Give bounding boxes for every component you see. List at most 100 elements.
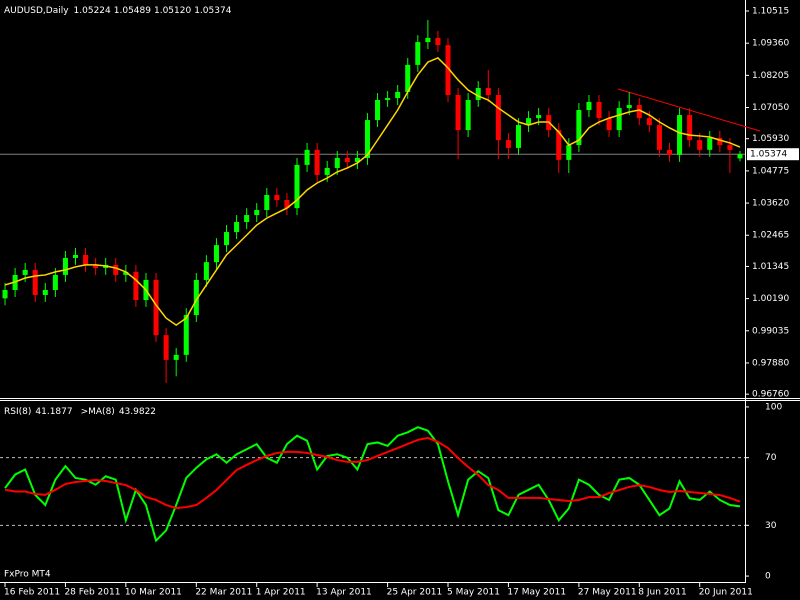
candle-body xyxy=(697,140,703,150)
ohlc-low: 1.05120 xyxy=(154,6,191,16)
candle-body xyxy=(274,194,280,201)
y-tick-label: 1.08205 xyxy=(752,71,789,81)
candle-body xyxy=(183,315,189,355)
y-tick-label: 1.01345 xyxy=(752,262,789,272)
candle-body xyxy=(304,149,310,165)
indicator-line xyxy=(4,426,741,543)
chart-header: AUDUSD,Daily 1.05224 1.05489 1.05120 1.05374 xyxy=(4,6,232,16)
y-tick-label: 1.02465 xyxy=(752,231,789,241)
candle-body xyxy=(556,130,562,160)
moving-average xyxy=(4,57,741,326)
legend-rsi: RSI(8) xyxy=(4,407,31,417)
y-tick-label: 1.09360 xyxy=(752,39,789,49)
ohlc-close: 1.05374 xyxy=(194,6,231,16)
candle-body xyxy=(93,264,99,268)
candle-body xyxy=(234,222,240,233)
candle-body xyxy=(385,98,391,101)
candle-body xyxy=(586,101,592,111)
x-tick-label: 22 Mar 2011 xyxy=(195,588,252,598)
candle-body xyxy=(72,254,79,258)
candle-body xyxy=(354,157,360,163)
candle-body xyxy=(606,118,612,131)
candle-body xyxy=(626,105,632,109)
candle-body xyxy=(344,157,350,163)
x-tick-label: 16 Feb 2011 xyxy=(4,588,60,598)
candle-body xyxy=(677,115,683,155)
ohlc-high: 1.05489 xyxy=(114,6,151,16)
y-tick-label: 1.05930 xyxy=(752,134,789,144)
candle-body xyxy=(264,194,270,211)
y-tick-label: 0 xyxy=(765,572,771,582)
candle-body xyxy=(616,108,622,131)
candle-body xyxy=(334,157,340,168)
candle-body xyxy=(133,271,139,301)
candle-body xyxy=(395,91,401,99)
candle-body xyxy=(83,254,89,265)
candle-body xyxy=(646,118,652,126)
candle-body xyxy=(707,137,713,150)
x-tick-label: 5 May 2011 xyxy=(447,588,500,598)
candle-body xyxy=(42,289,48,295)
candle-body xyxy=(364,120,370,158)
candle-body xyxy=(284,200,290,209)
candle-body xyxy=(193,279,199,316)
candle-body xyxy=(163,335,169,360)
x-tick-label: 20 Jun 2011 xyxy=(699,588,753,598)
candle-body xyxy=(505,140,511,148)
candle-body xyxy=(526,118,532,126)
candle-body xyxy=(727,145,733,150)
candle-body xyxy=(213,245,219,263)
indicator-line xyxy=(4,436,741,510)
candle-body xyxy=(455,94,461,131)
candle-body xyxy=(254,210,260,216)
y-tick-label: 1.04775 xyxy=(752,166,789,176)
candle-body xyxy=(113,264,119,275)
y-tick-label: 1.07050 xyxy=(752,103,789,113)
y-tick-label: 1.03620 xyxy=(752,199,789,209)
candle-body xyxy=(435,37,441,46)
legend-rsi-value: 41.1877 xyxy=(35,407,72,417)
indicator-legend: RSI(8) 41.1877 >MA(8) 43.9822 xyxy=(4,407,156,417)
candle-body xyxy=(244,215,250,223)
candle-body xyxy=(576,110,582,146)
broker-label: FxPro MT4 xyxy=(4,570,51,580)
y-tick-label: 1.00190 xyxy=(752,294,789,304)
candle-body xyxy=(566,145,572,160)
y-tick-label: 0.97880 xyxy=(752,358,789,368)
candle-body xyxy=(173,354,179,360)
candle-body xyxy=(294,164,300,209)
candle-body xyxy=(32,269,38,295)
y-tick-label: 30 xyxy=(765,521,777,531)
candle-body xyxy=(475,88,481,101)
candle-body xyxy=(2,289,8,299)
price-label: 1.05374 xyxy=(750,150,787,160)
candle-body xyxy=(203,262,209,280)
candle-body xyxy=(737,154,743,159)
candle-body xyxy=(224,232,230,246)
candle-body xyxy=(495,94,501,141)
legend-ma: >MA(8) xyxy=(81,407,115,417)
trend-line xyxy=(617,88,761,132)
candle-body xyxy=(314,149,320,175)
candle-body xyxy=(52,274,58,290)
candle-body xyxy=(656,125,662,150)
candle-body xyxy=(717,137,723,146)
candle-body xyxy=(596,101,602,119)
x-tick-label: 25 Apr 2011 xyxy=(387,588,443,598)
candle-body xyxy=(465,100,471,131)
candle-body xyxy=(405,64,411,92)
price-label-box xyxy=(747,148,799,161)
x-tick-label: 1 Apr 2011 xyxy=(256,588,306,598)
candle-body xyxy=(515,125,521,148)
x-tick-label: 10 Mar 2011 xyxy=(125,588,182,598)
candle-body xyxy=(375,100,381,121)
legend-ma-value: 43.9822 xyxy=(119,407,156,417)
candle-body xyxy=(415,42,421,65)
candle-body xyxy=(324,167,330,175)
x-tick-label: 17 May 2011 xyxy=(507,588,566,598)
y-tick-label: 70 xyxy=(765,453,777,463)
x-tick-label: 27 May 2011 xyxy=(578,588,637,598)
candle-body xyxy=(536,115,542,119)
